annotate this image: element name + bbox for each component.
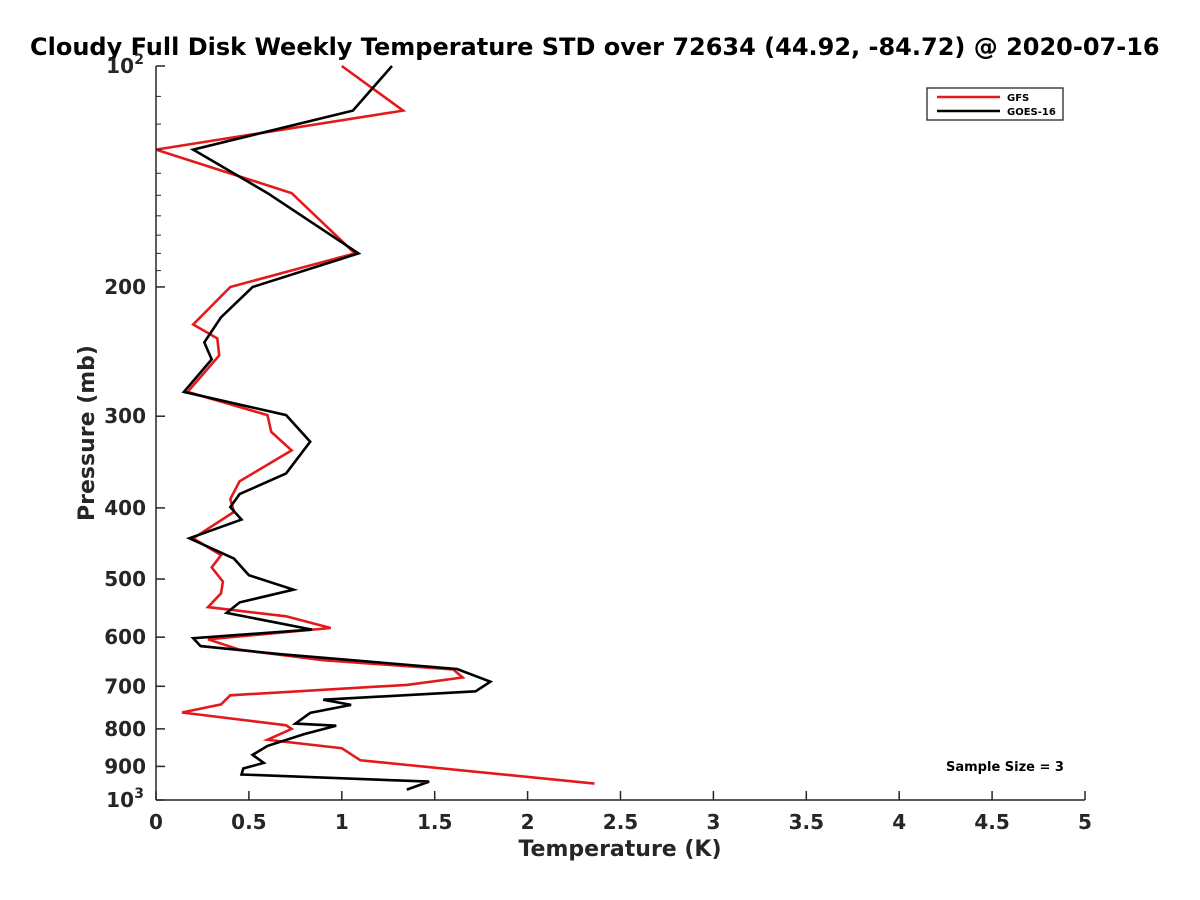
x-tick-label: 3.5 xyxy=(789,810,824,834)
x-tick-label: 1 xyxy=(335,810,349,834)
y-tick-exponent: 2 xyxy=(134,52,144,68)
series-line-0 xyxy=(155,64,595,785)
series-layer xyxy=(155,64,595,791)
x-tick-label: 1.5 xyxy=(417,810,452,834)
x-tick-label: 0.5 xyxy=(231,810,266,834)
y-tick-label: 500 xyxy=(104,567,146,591)
x-tick-label: 2 xyxy=(521,810,535,834)
y-tick-label: 900 xyxy=(104,754,146,778)
legend: GFS GOES-16 xyxy=(926,87,1064,121)
y-tick-label: 700 xyxy=(104,674,146,698)
x-tick-label: 5 xyxy=(1078,810,1092,834)
y-tick-label: 400 xyxy=(104,496,146,520)
y-tick-label: 10 xyxy=(106,54,134,78)
x-tick-label: 2.5 xyxy=(603,810,638,834)
x-axis-label: Temperature (K) xyxy=(518,837,721,862)
y-axis-label: Pressure (mb) xyxy=(75,345,100,521)
legend-box xyxy=(926,87,1064,121)
x-tick-label: 4 xyxy=(892,810,906,834)
y-tick-label: 200 xyxy=(104,275,146,299)
chart-title: Cloudy Full Disk Weekly Temperature STD … xyxy=(30,33,1160,61)
y-tick-exponent: 3 xyxy=(134,786,144,802)
legend-label-1: GOES-16 xyxy=(1007,107,1056,118)
series-line-1 xyxy=(181,65,494,791)
sample-size-annotation: Sample Size = 3 xyxy=(946,760,1064,775)
x-tick-label: 0 xyxy=(149,810,163,834)
y-tick-label: 10 xyxy=(106,788,134,812)
y-tick-label: 800 xyxy=(104,717,146,741)
x-tick-label: 3 xyxy=(706,810,720,834)
x-tick-label: 4.5 xyxy=(974,810,1009,834)
y-tick-label: 600 xyxy=(104,625,146,649)
legend-label-0: GFS xyxy=(1007,93,1029,104)
y-tick-label: 300 xyxy=(104,404,146,428)
axes-layer: 0 0.5 1 1.5 2 2.5 3 3.5 4 4.5 510 22003004005006007… xyxy=(104,52,1092,834)
